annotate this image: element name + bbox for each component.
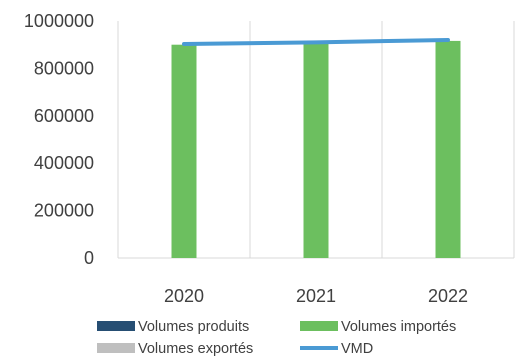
x-axis-tick-labels: 2020 2021 2022 xyxy=(164,286,468,306)
y-tick-label: 600000 xyxy=(34,106,94,126)
bar xyxy=(171,44,197,259)
legend-swatch xyxy=(300,321,338,331)
legend-label: Volumes importés xyxy=(341,319,456,335)
x-tick-label: 2022 xyxy=(428,286,468,306)
y-tick-label: 1000000 xyxy=(24,11,94,31)
legend-label: Volumes exportés xyxy=(138,341,253,356)
x-tick-label: 2021 xyxy=(296,286,336,306)
bar-series xyxy=(171,40,461,259)
line-series xyxy=(182,37,450,46)
line-series-vmd xyxy=(182,37,450,46)
legend: Volumes produits Volumes importés Volumes … xyxy=(97,319,456,356)
x-tick-label: 2020 xyxy=(164,286,204,306)
y-axis-tick-labels: 0 200000 400000 600000 800000 1000000 xyxy=(24,11,94,268)
y-tick-label: 800000 xyxy=(34,58,94,78)
y-tick-label: 200000 xyxy=(34,201,94,221)
legend-swatch xyxy=(97,321,135,331)
legend-label: VMD xyxy=(341,341,373,356)
y-tick-label: 400000 xyxy=(34,153,94,173)
legend-label: Volumes produits xyxy=(138,319,249,335)
legend-swatch xyxy=(97,343,135,353)
bar xyxy=(303,43,329,258)
bar xyxy=(435,40,461,258)
y-tick-label: 0 xyxy=(84,248,94,268)
